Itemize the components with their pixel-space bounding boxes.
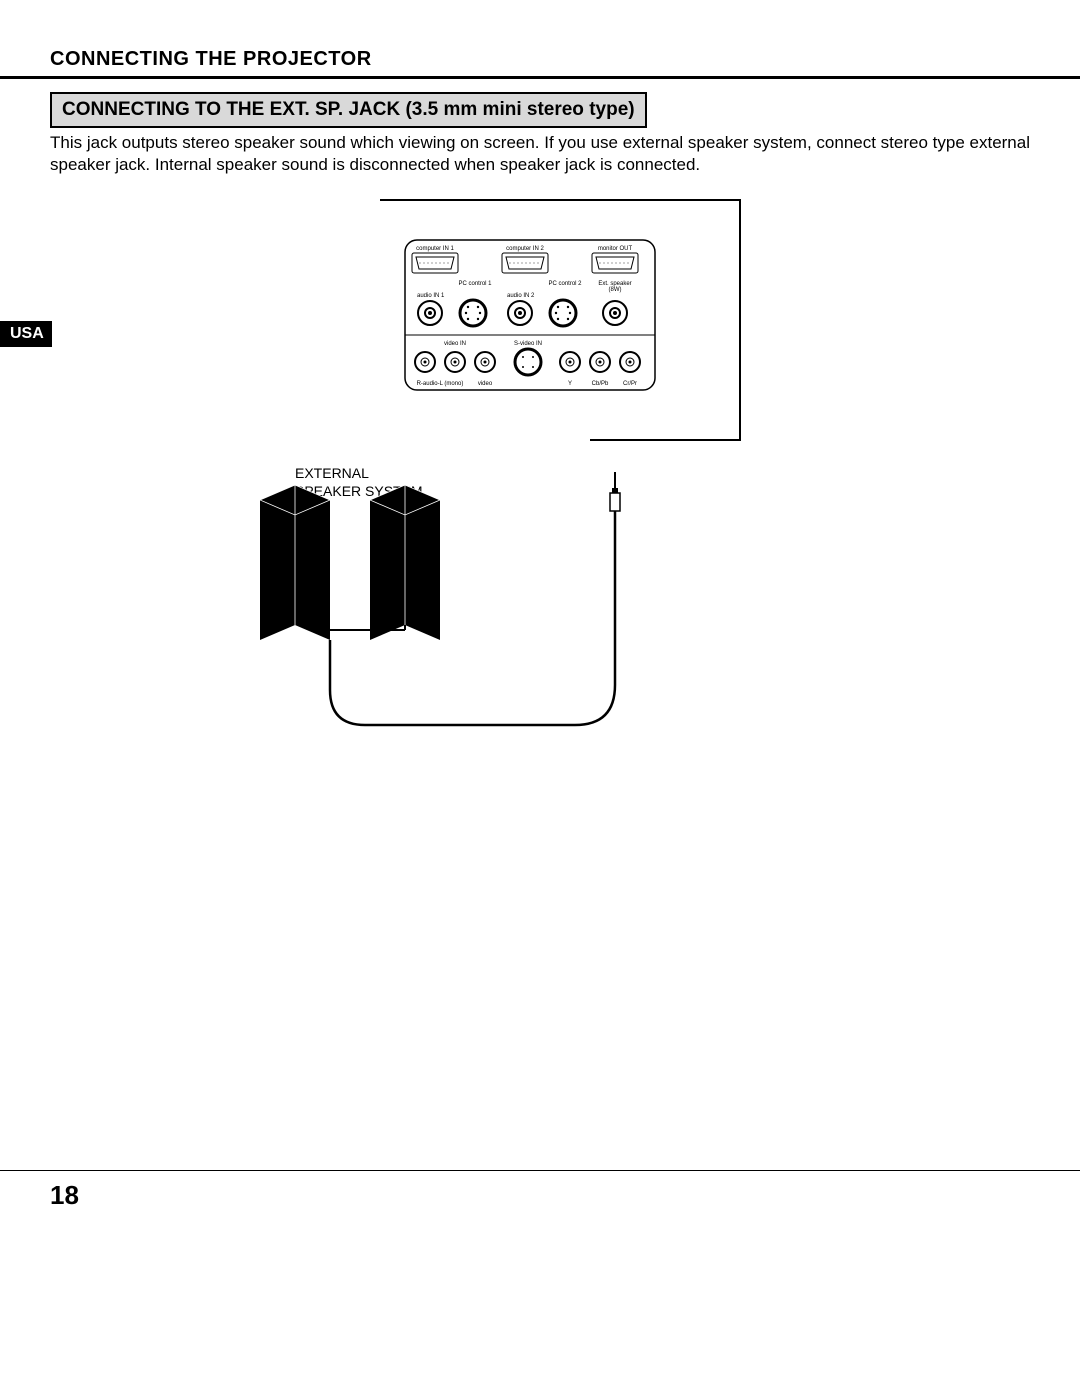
port-label: computer IN 2 (506, 246, 544, 252)
page-number: 18 (50, 1180, 79, 1211)
region-tab-usa: USA (0, 321, 52, 347)
header-rule (0, 76, 1080, 79)
port-label-audio-in-1: audio IN 1 (417, 293, 445, 299)
page-header-title: CONNECTING THE PROJECTOR (50, 48, 372, 71)
port-label-cbpb: Cb/Pb (592, 381, 609, 387)
section-title: CONNECTING TO THE EXT. SP. JACK (3.5 mm … (50, 92, 647, 128)
section-body-text: This jack outputs stereo speaker sound w… (50, 132, 1030, 176)
port-computer-in-2: computer IN 2 (502, 246, 548, 273)
port-label-pc-control-2: PC control 2 (548, 281, 582, 287)
port-label-crpr: Cr/Pr (623, 381, 637, 387)
speaker-left-icon (260, 485, 330, 640)
port-monitor-out: monitor OUT (592, 246, 638, 273)
port-label-pc-control-1: PC control 1 (458, 281, 492, 287)
port-label-y: Y (568, 381, 572, 387)
port-label: monitor OUT (598, 246, 633, 252)
footer-rule (0, 1170, 1080, 1171)
port-label: computer IN 1 (416, 246, 454, 252)
connection-diagram: computer IN 1 computer IN 2 monitor OUT … (260, 195, 800, 755)
port-computer-in-1: computer IN 1 (412, 246, 458, 273)
port-label-audio-in-2: audio IN 2 (507, 293, 535, 299)
port-label-video-in: video IN (444, 341, 466, 347)
port-label-ext-speaker-sub: (8W) (609, 287, 622, 293)
mini-plug-icon (610, 472, 620, 511)
port-label-video: video (478, 381, 493, 387)
speaker-right-icon (370, 485, 440, 640)
port-label-svideo-in: S-video IN (514, 341, 542, 347)
port-label-raudiol: R-audio-L (mono) (417, 381, 464, 387)
